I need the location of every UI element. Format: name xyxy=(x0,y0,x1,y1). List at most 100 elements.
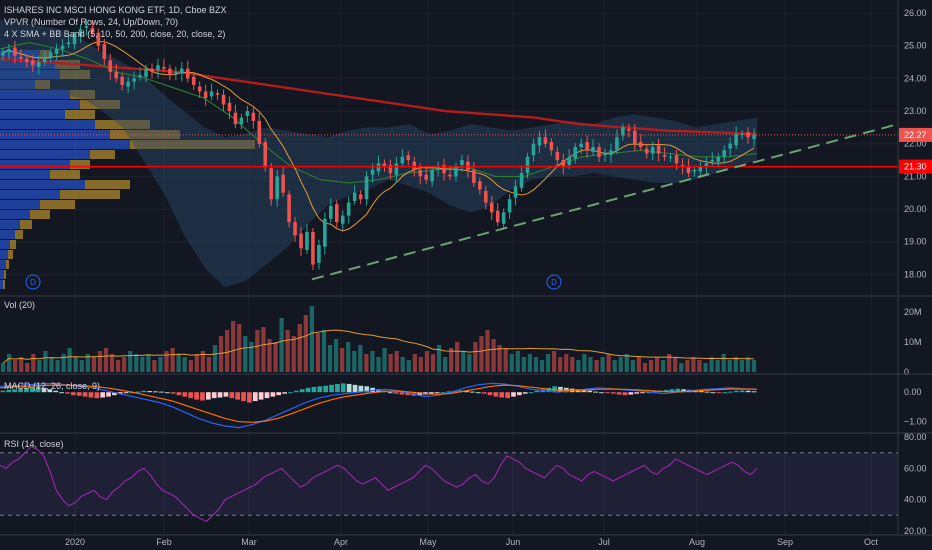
vpvr-up-row-17 xyxy=(0,220,20,229)
candle xyxy=(1,48,5,61)
volume-bar xyxy=(231,321,236,372)
candle-body xyxy=(513,186,518,198)
candle-body xyxy=(364,176,369,200)
macd-histogram-bar xyxy=(722,392,728,394)
bollinger-band xyxy=(0,19,757,288)
candle-body xyxy=(287,194,291,223)
volume-bar xyxy=(224,330,230,372)
candle-body xyxy=(448,174,452,177)
volume-tick-label: 10M xyxy=(904,337,922,347)
sma-200-line xyxy=(0,57,758,136)
symbol-title[interactable]: ISHARES INC MSCI HONG KONG ETF, 1D, Cboe… xyxy=(4,5,227,15)
macd-histogram-bar xyxy=(299,389,305,393)
volume-bar xyxy=(564,354,569,372)
candle xyxy=(644,144,649,159)
candle xyxy=(185,60,190,83)
candle xyxy=(48,48,53,63)
price-candles[interactable] xyxy=(1,19,756,270)
macd-histogram-bar xyxy=(94,392,100,399)
candle-body xyxy=(472,169,476,183)
macd-histogram-bar xyxy=(29,386,35,393)
candle-body xyxy=(108,60,113,72)
candle xyxy=(102,38,107,66)
macd-histogram-bar xyxy=(370,387,375,393)
candle xyxy=(174,66,178,81)
candle xyxy=(609,143,613,164)
time-tick-label: Sep xyxy=(777,537,793,547)
macd-histogram-bar xyxy=(182,392,188,397)
volume-bar xyxy=(473,342,478,372)
volume-bar xyxy=(146,354,151,372)
horizontal-lines[interactable] xyxy=(0,134,898,168)
candle xyxy=(197,81,202,98)
candle-body xyxy=(680,164,685,167)
candle-body xyxy=(489,202,494,213)
macd-histogram-bar xyxy=(340,383,346,393)
macd-histogram-bar xyxy=(176,392,182,396)
candle-body xyxy=(543,137,548,144)
candle xyxy=(567,148,572,169)
vpvr-down-row-17 xyxy=(20,220,32,229)
candle xyxy=(358,190,363,205)
candle-body xyxy=(293,222,297,236)
rsi-pane-title[interactable]: RSI (14, close) xyxy=(4,439,64,449)
candle-body xyxy=(400,156,405,164)
candle-body xyxy=(382,163,387,167)
volume-bar xyxy=(43,351,48,372)
macd-histogram-bar xyxy=(710,392,716,394)
macd-histogram-bar xyxy=(511,392,516,397)
vpvr-up-row-20 xyxy=(0,250,8,259)
candle-body xyxy=(406,155,411,161)
macd-histogram-bar xyxy=(100,392,106,398)
candle-body xyxy=(591,147,595,152)
volume-bar xyxy=(79,360,84,372)
macd-histogram-bar xyxy=(288,392,293,394)
candle xyxy=(36,55,41,75)
macd-histogram-bar xyxy=(734,390,739,393)
macd-histogram-bar xyxy=(147,391,152,393)
dividend-marker-1 xyxy=(546,274,562,290)
trend-line[interactable] xyxy=(311,123,899,281)
candle xyxy=(221,89,226,112)
macd-histogram-bar xyxy=(399,392,405,395)
macd-histogram-bar xyxy=(311,386,317,393)
candle-body xyxy=(275,176,279,200)
candle xyxy=(543,129,548,148)
macd-histogram-bar xyxy=(129,392,135,394)
pane-separators[interactable] xyxy=(0,0,932,536)
vpvr-down-row-19 xyxy=(10,240,16,249)
vpvr-up-row-0 xyxy=(0,50,40,59)
sma-50-line xyxy=(0,41,758,184)
ma-bb-title[interactable]: 4 X SMA + BB Band (5, 10, 50, 200, close… xyxy=(4,29,226,39)
vpvr-title[interactable]: VPVR (Number Of Rows, 24, Up/Down, 70) xyxy=(4,17,179,27)
candle-body xyxy=(66,42,71,45)
candle-body xyxy=(281,174,285,193)
candle-body xyxy=(263,142,268,167)
candle xyxy=(311,228,315,270)
macd-histogram-bar xyxy=(65,392,70,394)
macd-histogram-bar xyxy=(493,392,499,397)
candle xyxy=(168,64,172,81)
macd-pane-title[interactable]: MACD (12, 26, close, 9) xyxy=(4,381,101,391)
candle-body xyxy=(609,150,613,156)
candle xyxy=(42,50,47,66)
candle-body xyxy=(740,133,744,135)
candle xyxy=(615,129,619,155)
candle-body xyxy=(478,181,482,190)
candle-body xyxy=(656,145,661,154)
candle-body xyxy=(96,32,101,46)
candle-body xyxy=(698,166,703,172)
candle-body xyxy=(233,112,238,125)
volume-bar xyxy=(6,354,12,372)
time-tick-label: May xyxy=(419,537,437,547)
volume-tick-label: 0 xyxy=(904,367,909,377)
candle-body xyxy=(638,142,643,147)
volume-pane-title[interactable]: Vol (20) xyxy=(4,300,36,310)
macd-histogram-bar xyxy=(393,392,399,394)
volume-bar xyxy=(739,360,744,372)
candle xyxy=(132,71,136,90)
volume-bar xyxy=(509,354,514,372)
macd-histogram-bar xyxy=(516,392,522,396)
